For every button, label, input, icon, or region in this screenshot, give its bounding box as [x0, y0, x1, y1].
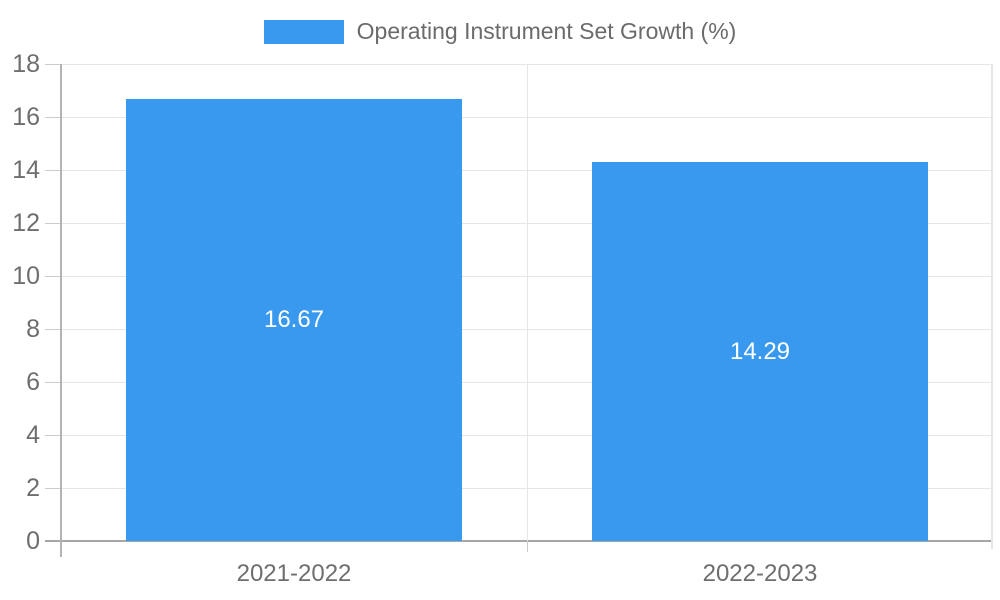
- category-separator-tick: [527, 541, 528, 552]
- bar-value-label: 16.67: [263, 306, 325, 334]
- y-axis-line: [60, 64, 62, 557]
- y-axis-tick-label: 0: [26, 527, 40, 555]
- y-tick-mark: [45, 382, 61, 383]
- plot-right-border: [991, 64, 993, 549]
- x-axis-category-label: 2022-2023: [702, 560, 818, 587]
- y-tick-mark: [45, 170, 61, 171]
- y-axis-tick-label: 14: [12, 156, 40, 184]
- y-tick-mark: [45, 276, 61, 277]
- y-tick-mark: [45, 435, 61, 436]
- y-axis-tick-label: 18: [12, 50, 40, 78]
- legend-swatch: [263, 19, 344, 44]
- y-axis-tick-label: 2: [26, 474, 40, 502]
- legend[interactable]: Operating Instrument Set Growth (%): [0, 18, 1000, 45]
- x-axis-category-label: 2021-2022: [236, 560, 352, 587]
- y-tick-mark: [45, 64, 61, 65]
- y-axis-tick-label: 8: [26, 315, 40, 343]
- bar-value-label: 14.29: [729, 337, 791, 365]
- y-tick-mark: [45, 223, 61, 224]
- y-tick-mark: [45, 488, 61, 489]
- category-separator-gridline: [527, 64, 528, 541]
- y-tick-mark: [45, 329, 61, 330]
- y-tick-mark: [45, 117, 61, 118]
- y-axis-tick-label: 12: [12, 209, 40, 237]
- bar[interactable]: [592, 162, 928, 541]
- y-axis-tick-label: 10: [12, 262, 40, 290]
- legend-label: Operating Instrument Set Growth (%): [356, 18, 737, 44]
- y-axis-tick-label: 16: [12, 103, 40, 131]
- bar[interactable]: [126, 99, 462, 541]
- y-axis-tick-label: 4: [26, 421, 40, 449]
- y-axis-tick-label: 6: [26, 368, 40, 396]
- zero-gridline: [45, 540, 993, 542]
